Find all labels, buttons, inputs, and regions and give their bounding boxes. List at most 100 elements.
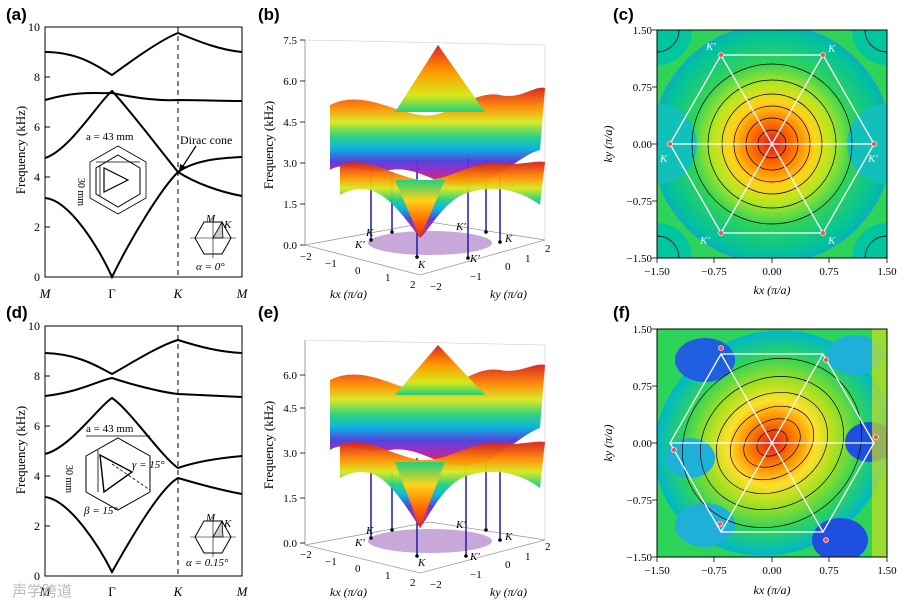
contour-plot-c <box>652 29 888 263</box>
b-ky-tick-0: −2 <box>430 281 442 293</box>
e-pt-3: K′ <box>455 519 466 531</box>
d-gamma: γ = 15° <box>132 459 165 471</box>
e-pt-1: K′ <box>354 537 365 549</box>
d-beta: β = 15° <box>83 505 118 517</box>
c-xtick-2: 0.00 <box>762 266 782 278</box>
b-pt-1: K′ <box>354 239 365 251</box>
e-ztick-4: 6.0 <box>283 370 297 382</box>
band-plot-a <box>44 26 243 280</box>
d-xtick-Gamma: Γ <box>108 584 116 599</box>
panel-label-d: (d) <box>6 303 28 322</box>
d-ylabel: Frequency (kHz) <box>13 406 28 494</box>
a-ytick-10: 10 <box>28 20 40 34</box>
c-corner-bl: K′ <box>699 235 710 247</box>
e-ky-tick-3: 1 <box>525 551 531 563</box>
b-ztick-4: 6.0 <box>283 76 297 88</box>
d-alpha: α = 0.15° <box>186 557 229 569</box>
f-xtick-0: −1.50 <box>644 565 670 577</box>
d-xtick-M2: M <box>236 584 249 599</box>
b-ky-tick-3: 1 <box>525 253 531 265</box>
a-ylabel: Frequency (kHz) <box>13 106 28 194</box>
c-xlabel: kx (π/a) <box>754 283 791 297</box>
panel-label-c: (c) <box>613 5 634 24</box>
b-ky-label: ky (π/a) <box>490 287 527 301</box>
b-kx-tick-0: −2 <box>300 251 312 263</box>
e-ky-label: ky (π/a) <box>490 585 527 599</box>
a-ytick-4: 4 <box>34 170 40 184</box>
d-ytick-2: 2 <box>34 519 40 533</box>
c-corner-l: K <box>659 153 668 165</box>
d-xtick-M1: M <box>39 584 52 599</box>
e-kx-label: kx (π/a) <box>330 585 367 599</box>
e-kx-tick-0: −2 <box>300 549 312 561</box>
e-pt-2: K <box>417 557 426 569</box>
e-ky-tick-4: 2 <box>545 541 551 553</box>
c-xtick-1: −0.75 <box>701 266 727 278</box>
f-xtick-4: 1.50 <box>877 565 897 577</box>
c-corner-tr: K <box>827 43 836 55</box>
a-xtick-K: K <box>173 286 184 301</box>
c-ytick-2: 0.00 <box>633 139 653 151</box>
a-dirac-label: Dirac cone <box>180 133 232 147</box>
contour-plot-f <box>652 328 888 562</box>
a-ytick-0: 0 <box>34 270 40 284</box>
c-xtick-3: 0.75 <box>819 266 839 278</box>
b-zlabel: Frequency (kHz) <box>261 101 276 189</box>
e-ky-tick-1: −1 <box>470 569 482 581</box>
b-kx-tick-3: 1 <box>385 272 391 284</box>
d-lattice-label: a = 43 mm <box>86 423 134 435</box>
e-zlabel: Frequency (kHz) <box>261 401 276 489</box>
a-xtick-Gamma: Γ <box>108 286 116 301</box>
f-ylabel: ky (π/a) <box>601 425 615 462</box>
b-ztick-5: 7.5 <box>283 35 297 47</box>
e-kx-tick-2: 0 <box>355 563 361 575</box>
a-ytick-2: 2 <box>34 220 40 234</box>
a-ytick-6: 6 <box>34 120 40 134</box>
f-xtick-1: −0.75 <box>701 565 727 577</box>
b-ky-tick-2: 0 <box>505 261 511 273</box>
c-ytick-1: 0.75 <box>633 82 653 94</box>
e-ky-tick-2: 0 <box>505 559 511 571</box>
e-kx-tick-3: 1 <box>385 570 391 582</box>
b-kx-label: kx (π/a) <box>330 287 367 301</box>
a-bz-K: K <box>223 219 232 231</box>
b-kx-tick-4: 2 <box>410 279 416 291</box>
e-pt-5: K′ <box>469 551 480 563</box>
c-ylabel: ky (π/a) <box>601 126 615 163</box>
b-kx-tick-2: 0 <box>355 265 361 277</box>
c-ytick-0: 1.50 <box>633 25 653 37</box>
d-bz-M: M <box>205 512 216 524</box>
d-xtick-K: K <box>173 584 184 599</box>
d-side-label: 30 mm <box>63 465 74 493</box>
e-ztick-3: 4.5 <box>283 403 297 415</box>
a-xtick-M1: M <box>39 286 52 301</box>
f-ytick-0: 1.50 <box>633 324 653 336</box>
c-xtick-4: 1.50 <box>877 266 897 278</box>
b-ztick-1: 1.5 <box>283 199 297 211</box>
a-lattice-label: a = 43 mm <box>86 131 134 143</box>
surface-plot-e <box>300 339 546 574</box>
e-ky-tick-0: −2 <box>430 579 442 591</box>
panel-label-a: (a) <box>6 5 27 24</box>
c-corner-br: K <box>827 235 836 247</box>
e-kx-tick-4: 2 <box>410 577 416 589</box>
watermark: 声学跨道 <box>12 582 73 600</box>
c-corner-tl: K′ <box>705 41 716 53</box>
d-ytick-8: 8 <box>34 369 40 383</box>
d-bz-K: K <box>223 518 232 530</box>
a-xtick-M2: M <box>236 286 249 301</box>
b-ky-tick-4: 2 <box>545 243 551 255</box>
b-pt-2: K <box>417 259 426 271</box>
c-xtick-0: −1.50 <box>644 266 670 278</box>
f-xlabel: kx (π/a) <box>754 583 791 597</box>
d-ytick-10: 10 <box>28 319 40 333</box>
e-ztick-0: 0.0 <box>283 538 297 550</box>
d-ytick-0: 0 <box>34 569 40 583</box>
c-ytick-4: −1.50 <box>627 253 653 265</box>
a-side-label: 30 mm <box>75 178 86 206</box>
surface-plot-b <box>300 39 546 276</box>
b-kx-tick-1: −1 <box>325 258 337 270</box>
b-pt-4: K <box>504 233 513 245</box>
e-ztick-2: 3.0 <box>283 448 297 460</box>
